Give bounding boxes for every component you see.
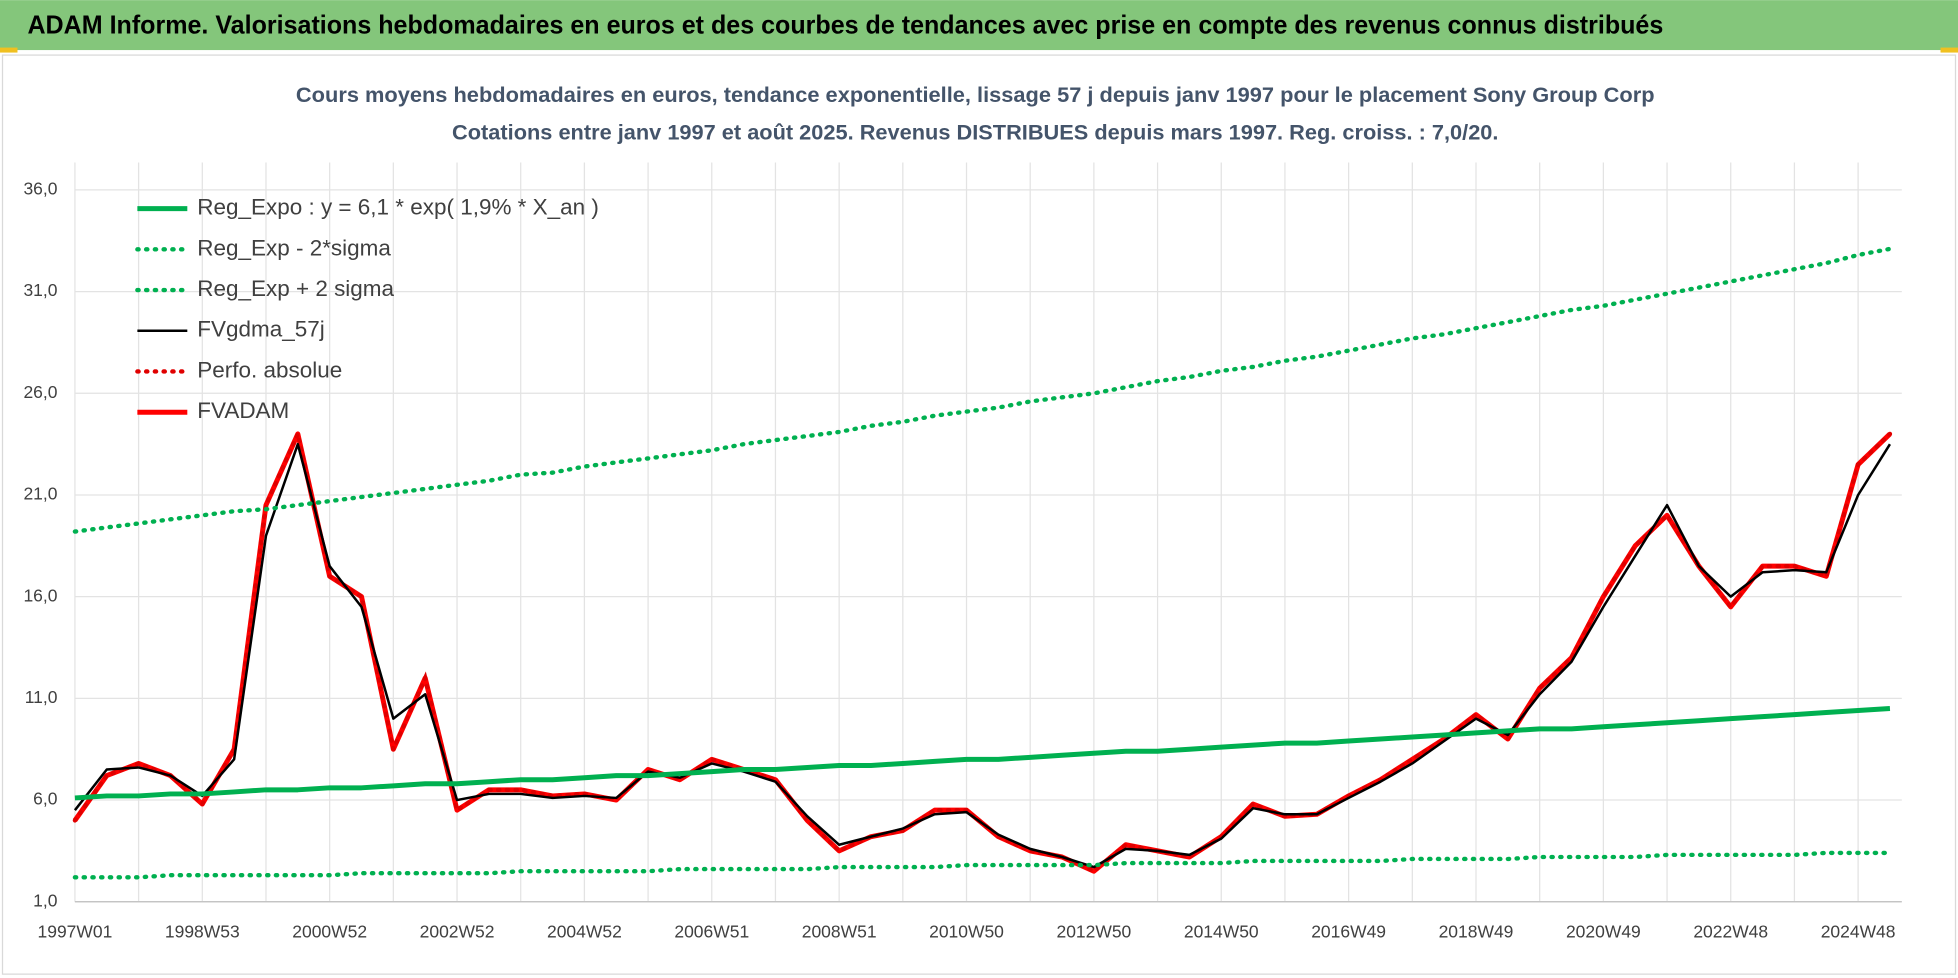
- y-tick-label: 31,0: [23, 280, 57, 300]
- grid: 1,0 6,0 11,0 16,0 21,0 26,0 31,0 36,0 1997W01 199…: [23, 162, 1902, 942]
- page-title: ADAM Informe. Valorisations hebdomadaire…: [27, 9, 1663, 39]
- y-tick-label: 36,0: [23, 179, 57, 199]
- plot-area: [72, 246, 1893, 880]
- series-line: [73, 442, 1892, 869]
- legend-label: Reg_Exp + 2 sigma: [197, 276, 394, 301]
- x-tick-label: 2000W52: [292, 922, 367, 942]
- x-tick-label: 2004W52: [547, 922, 622, 942]
- x-tick-label: 2006W51: [674, 922, 749, 942]
- legend-label: Reg_Expo : y = 6,1 * exp( 1,9% * X_an ): [197, 195, 599, 220]
- legend: Reg_Expo : y = 6,1 * exp( 1,9% * X_an ) R…: [135, 195, 599, 423]
- chart-border: [1, 54, 1957, 975]
- chart-title: Cours moyens hebdomadaires en euros, ten…: [296, 84, 1655, 107]
- series-line: [72, 246, 1893, 534]
- legend-label: Reg_Exp - 2*sigma: [197, 235, 391, 260]
- x-tick-label: 2008W51: [802, 922, 877, 942]
- x-tick-label: 2014W50: [1184, 922, 1259, 942]
- x-tick-label: 1997W01: [38, 922, 113, 942]
- y-tick-label: 21,0: [23, 484, 57, 504]
- series-line: [72, 427, 1893, 874]
- y-tick-label: 11,0: [25, 687, 58, 707]
- x-tick-label: 2020W49: [1566, 922, 1641, 942]
- header-bar: [0, 0, 1958, 51]
- legend-label: Perfo. absolue: [197, 357, 342, 382]
- x-tick-label: 2002W52: [420, 922, 495, 942]
- x-tick-label: 2018W49: [1439, 922, 1514, 942]
- series-line: [74, 706, 1891, 801]
- x-tick-label: 2012W50: [1056, 922, 1131, 942]
- x-tick-label: 2010W50: [929, 922, 1004, 942]
- x-tick-label: 2016W49: [1311, 922, 1386, 942]
- series-line: [72, 850, 1893, 880]
- x-tick-label: 2022W48: [1693, 922, 1768, 942]
- legend-label: FVgdma_57j: [197, 317, 324, 342]
- y-tick-label: 6,0: [33, 789, 58, 809]
- corner: [1940, 47, 1958, 53]
- y-tick-label: 16,0: [23, 585, 57, 605]
- legend-label: FVADAM: [197, 398, 289, 423]
- x-tick-label: 1998W53: [165, 922, 240, 942]
- chart-subtitle: Cotations entre janv 1997 et août 2025. …: [452, 121, 1498, 144]
- corner: [0, 47, 18, 53]
- x-tick-label: 2024W48: [1821, 922, 1896, 942]
- y-tick-label: 26,0: [23, 382, 57, 402]
- y-tick-label: 1,0: [33, 890, 58, 910]
